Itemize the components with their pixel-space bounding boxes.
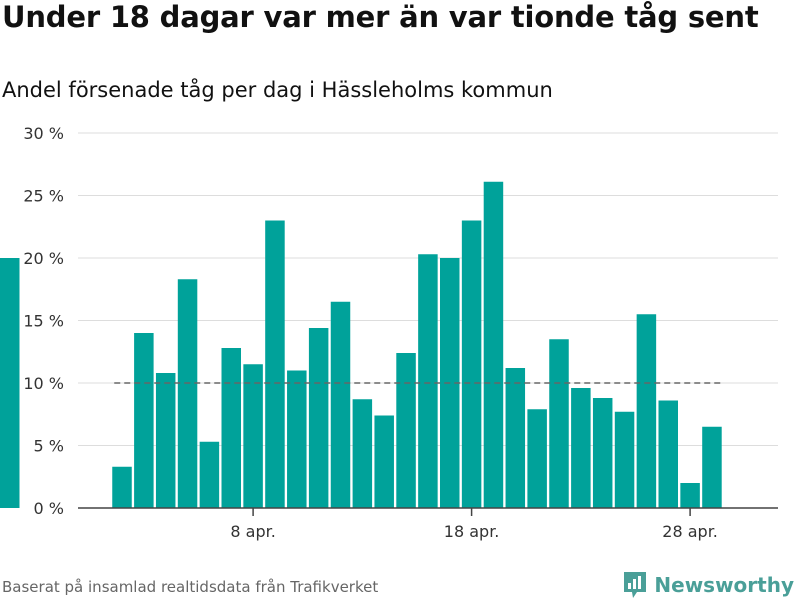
- y-tick-label: 15 %: [23, 312, 64, 331]
- bar: [0, 258, 20, 508]
- bar: [571, 388, 591, 508]
- x-tick-label: 28 apr.: [662, 522, 718, 541]
- bar: [199, 441, 220, 508]
- bar: [134, 333, 154, 508]
- bar: [177, 279, 198, 508]
- bar: [658, 400, 678, 508]
- bar: [265, 220, 285, 508]
- source-note: Baserat på insamlad realtidsdata från Tr…: [2, 578, 379, 596]
- x-axis: 8 apr. 18 apr. 28 apr.: [78, 507, 778, 541]
- x-tick-label: 8 apr.: [230, 522, 275, 541]
- y-tick-label: 25 %: [23, 187, 64, 206]
- x-tick-label: 18 apr.: [444, 522, 500, 541]
- y-tick-label: 5 %: [34, 437, 64, 456]
- chart-subtitle: Andel försenade tåg per dag i Hässleholm…: [2, 78, 553, 102]
- newsworthy-logo-icon: [624, 572, 647, 598]
- bar: [287, 370, 307, 508]
- bar: [155, 373, 176, 508]
- y-tick-label: 30 %: [23, 124, 64, 143]
- y-tick-label: 0 %: [34, 499, 64, 518]
- y-tick-label: 10 %: [23, 374, 64, 393]
- bars: [0, 181, 722, 508]
- bar: [483, 181, 504, 508]
- bar: [221, 348, 241, 508]
- bar: [112, 466, 132, 508]
- bar: [505, 368, 526, 508]
- bar: [702, 426, 722, 508]
- brand-name: Newsworthy: [654, 573, 794, 597]
- y-axis-labels: 0 % 5 % 10 % 15 % 20 % 25 % 30 %: [23, 124, 64, 518]
- brand-logo[interactable]: Newsworthy: [622, 570, 794, 600]
- bar: [461, 220, 482, 508]
- bar: [396, 353, 416, 508]
- bar: [308, 328, 329, 508]
- y-tick-label: 20 %: [23, 249, 64, 268]
- bar: [549, 339, 569, 508]
- bar: [374, 415, 394, 508]
- bar: [330, 301, 351, 508]
- bar: [636, 314, 657, 508]
- bar: [614, 411, 635, 508]
- chart-title: Under 18 dagar var mer än var tionde tåg…: [2, 0, 759, 34]
- bar: [680, 483, 700, 508]
- bar: [592, 398, 613, 508]
- bar: [418, 254, 438, 508]
- bar: [527, 409, 547, 508]
- bar: [352, 399, 373, 508]
- bar: [243, 364, 263, 508]
